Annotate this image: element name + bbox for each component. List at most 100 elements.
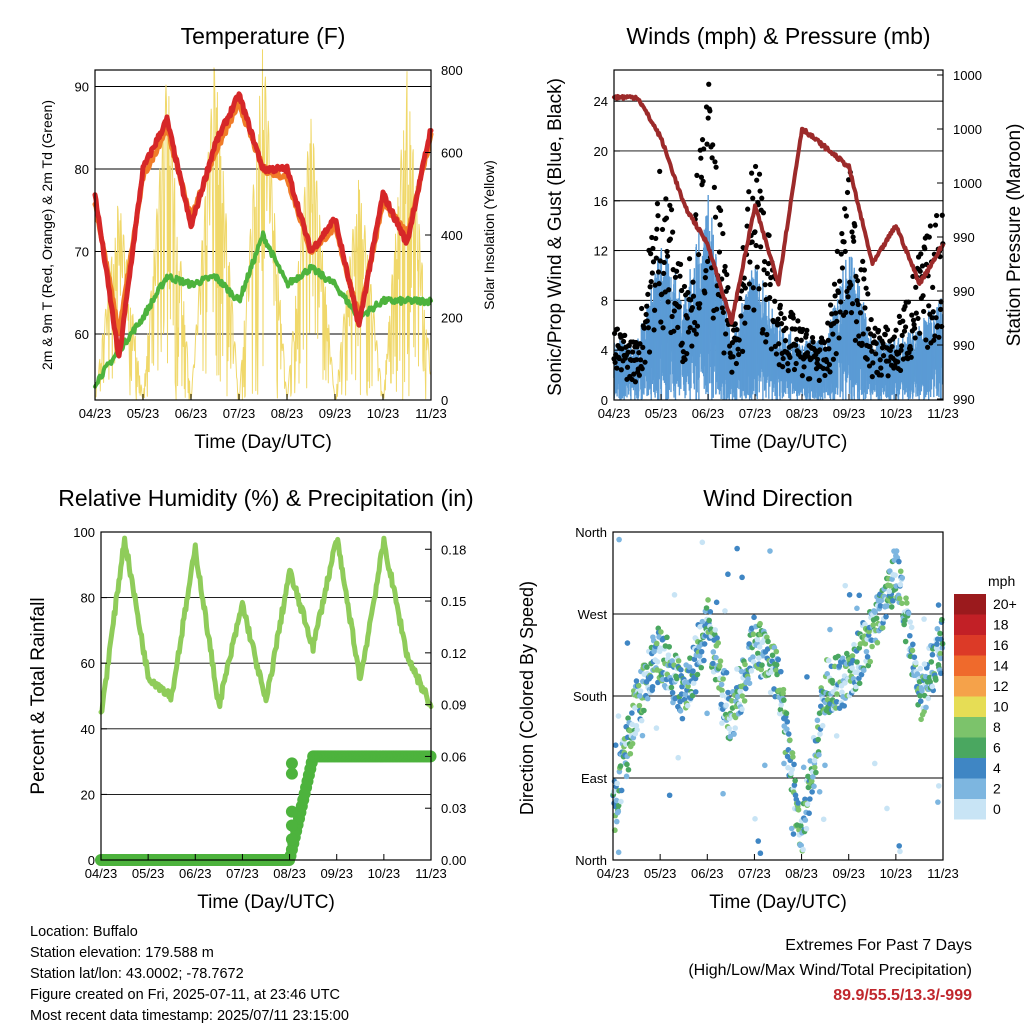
direction-point	[808, 778, 815, 784]
direction-point	[803, 825, 810, 832]
y2-axis-tick-label: 600	[441, 146, 463, 161]
legend-label: 18	[993, 617, 1009, 633]
gust-point	[848, 282, 854, 288]
gust-point	[749, 170, 755, 176]
precip-point	[285, 833, 298, 846]
direction-point	[698, 664, 705, 671]
gust-point	[685, 329, 692, 335]
direction-point	[791, 761, 797, 768]
gust-point	[856, 333, 862, 339]
gust-point	[817, 347, 823, 353]
gust-point	[711, 184, 717, 191]
gust-point	[717, 207, 724, 214]
gust-point	[930, 309, 936, 315]
gust-point	[795, 318, 801, 324]
direction-point	[732, 725, 738, 731]
direction-point	[935, 783, 942, 789]
gust-point	[697, 301, 703, 307]
direction-point	[739, 693, 746, 699]
direction-point	[877, 603, 884, 609]
direction-point	[678, 666, 684, 673]
direction-point	[896, 558, 902, 565]
direction-point	[629, 740, 636, 747]
gust-point	[713, 164, 719, 170]
gust-point	[853, 319, 860, 325]
legend-swatch	[954, 758, 986, 779]
gust-point	[792, 326, 798, 332]
gust-point	[736, 351, 742, 358]
direction-point	[756, 644, 763, 650]
gust-point	[632, 379, 639, 385]
gust-point	[773, 351, 780, 357]
direction-point	[696, 653, 703, 659]
direction-point	[669, 689, 676, 696]
legend-label: 16	[993, 637, 1009, 653]
gust-point	[878, 372, 884, 378]
x-tick-label: 11/23	[415, 866, 447, 881]
solar-series	[94, 49, 432, 401]
direction-point	[939, 644, 946, 651]
gust-point	[827, 302, 834, 308]
gust-point	[687, 324, 693, 331]
gust-point	[931, 337, 937, 343]
direction-point	[903, 600, 910, 606]
gust-point	[682, 356, 688, 363]
gust-point	[843, 213, 849, 219]
gust-point	[700, 178, 706, 184]
gust-point	[719, 305, 725, 311]
gust-point	[829, 311, 835, 317]
direction-point	[639, 732, 646, 739]
direction-point	[830, 680, 836, 686]
extremes-box: Extremes For Past 7 Days (High/Low/Max W…	[688, 933, 972, 1008]
latlon-text: Station lat/lon: 43.0002; -78.7672	[30, 966, 244, 982]
gust-point	[800, 326, 806, 333]
direction-point	[741, 698, 748, 704]
gust-point	[729, 369, 735, 375]
gust-point	[747, 259, 753, 265]
x-tick-label: 06/23	[175, 406, 208, 421]
direction-point	[777, 706, 784, 713]
y-axis-tick-label: 0	[601, 393, 608, 408]
direction-point	[773, 648, 780, 655]
direction-point	[819, 722, 826, 729]
chart-title: Wind Direction	[703, 485, 853, 511]
direction-point	[858, 671, 865, 678]
direction-point	[921, 661, 928, 667]
humidity-panel: 0 20 40 60 80 100 0.00 0.03 0.06 0.09 0.12 0.15 0.18…	[28, 485, 474, 913]
gust-point	[622, 332, 628, 338]
gust-point	[707, 108, 713, 114]
direction-point	[824, 671, 831, 677]
direction-point	[710, 649, 717, 655]
gust-point	[648, 251, 654, 257]
gust-point	[716, 249, 723, 255]
gust-point	[833, 310, 839, 316]
direction-point	[806, 810, 812, 817]
direction-point	[616, 536, 622, 543]
gust-point	[758, 244, 764, 250]
direction-point	[737, 688, 743, 695]
direction-point	[896, 843, 902, 849]
gust-point	[854, 297, 860, 304]
gust-point	[757, 188, 763, 194]
gust-point	[643, 311, 649, 318]
gust-point	[845, 294, 851, 300]
direction-point	[886, 588, 893, 595]
direction-point	[790, 754, 796, 760]
gust-point	[793, 342, 799, 348]
direction-point	[752, 816, 758, 822]
humidity-series	[98, 535, 434, 715]
gust-point	[720, 230, 726, 237]
direction-point	[802, 817, 809, 823]
gust-point	[863, 285, 869, 291]
y2-axis-tick-label: 0.18	[441, 542, 466, 557]
gust-point	[901, 328, 908, 334]
direction-point	[625, 715, 631, 721]
gust-point	[896, 313, 902, 319]
direction-point	[623, 773, 630, 780]
y-axis-tick-label: 80	[75, 162, 89, 177]
direction-point	[937, 630, 943, 637]
gust-point	[853, 273, 859, 279]
gust-point	[671, 328, 677, 334]
legend-swatch	[954, 696, 986, 717]
direction-point	[816, 751, 822, 758]
